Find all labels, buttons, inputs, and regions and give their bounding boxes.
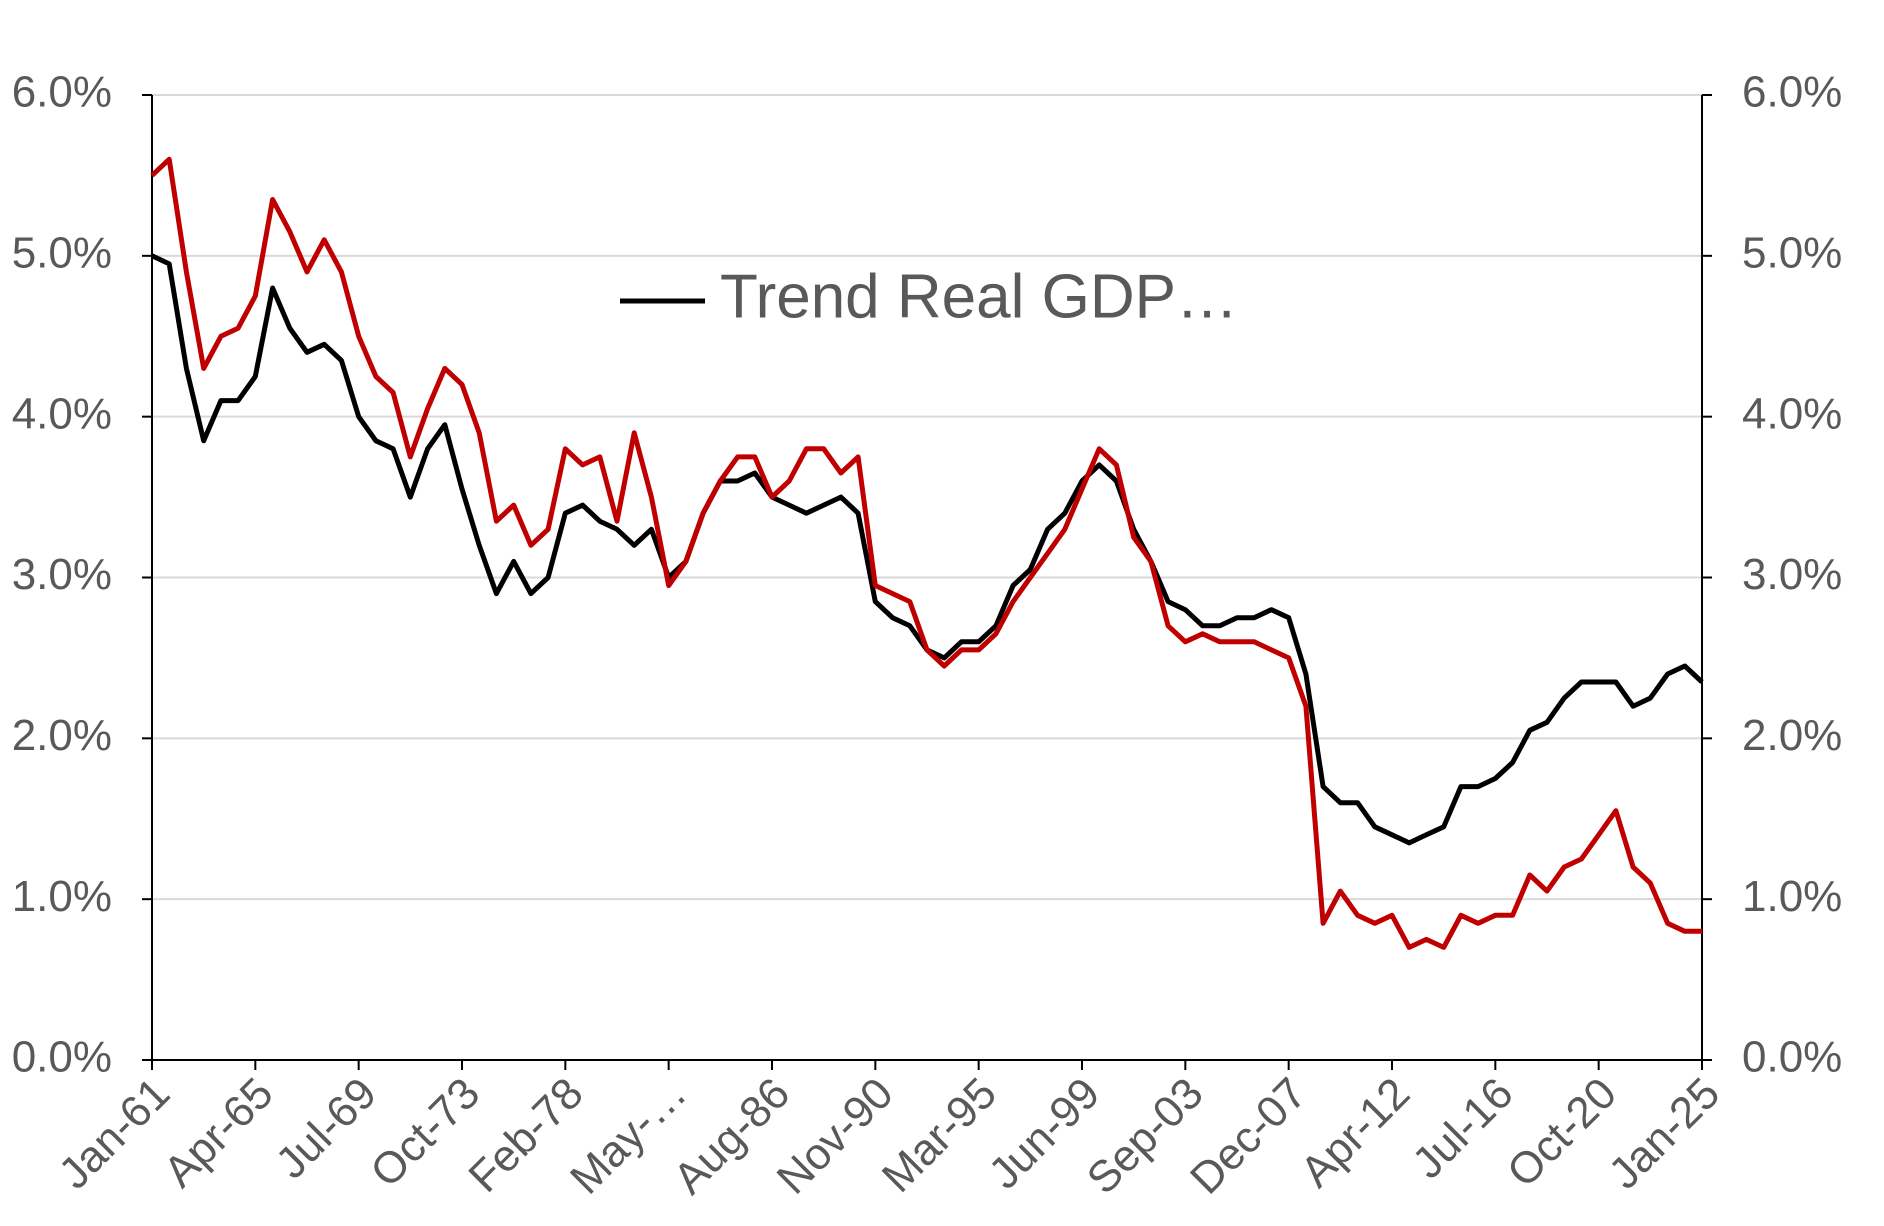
y2-tick-label: 2.0% xyxy=(1742,711,1842,760)
x-tick-label: Apr-65 xyxy=(155,1069,283,1197)
y2-tick-label: 4.0% xyxy=(1742,389,1842,438)
y-tick-label: 4.0% xyxy=(12,389,112,438)
y2-tick-label: 6.0% xyxy=(1742,68,1842,117)
y2-tick-label: 3.0% xyxy=(1742,550,1842,599)
y2-tick-label: 1.0% xyxy=(1742,872,1842,921)
y2-tick-label: 5.0% xyxy=(1742,228,1842,277)
x-tick-label: Jan-61 xyxy=(50,1069,180,1199)
series-line xyxy=(150,156,1702,950)
y-tick-label: 6.0% xyxy=(12,68,112,117)
series-line xyxy=(150,253,1704,846)
legend-label: Trend Real GDP… xyxy=(720,262,1238,331)
y-tick-label: 1.0% xyxy=(12,872,112,921)
y-tick-label: 0.0% xyxy=(12,1033,112,1082)
x-tick-label: Dec-07 xyxy=(1181,1069,1316,1204)
x-tick-label: Oct-20 xyxy=(1498,1069,1626,1197)
y-tick-label: 3.0% xyxy=(12,550,112,599)
x-tick-label: Aug-86 xyxy=(664,1069,799,1204)
y2-tick-label: 0.0% xyxy=(1742,1033,1842,1082)
x-tick-label: Nov-90 xyxy=(768,1069,903,1204)
y-tick-label: 2.0% xyxy=(12,711,112,760)
x-tick-label: Feb-78 xyxy=(459,1069,592,1202)
x-tick-label: Sep-03 xyxy=(1078,1069,1213,1204)
x-tick-label: May-… xyxy=(561,1069,696,1204)
y-tick-label: 5.0% xyxy=(12,228,112,277)
x-tick-label: Mar-95 xyxy=(873,1069,1006,1202)
x-tick-label: Jan-25 xyxy=(1600,1069,1730,1199)
x-tick-label: Apr-12 xyxy=(1291,1069,1419,1197)
